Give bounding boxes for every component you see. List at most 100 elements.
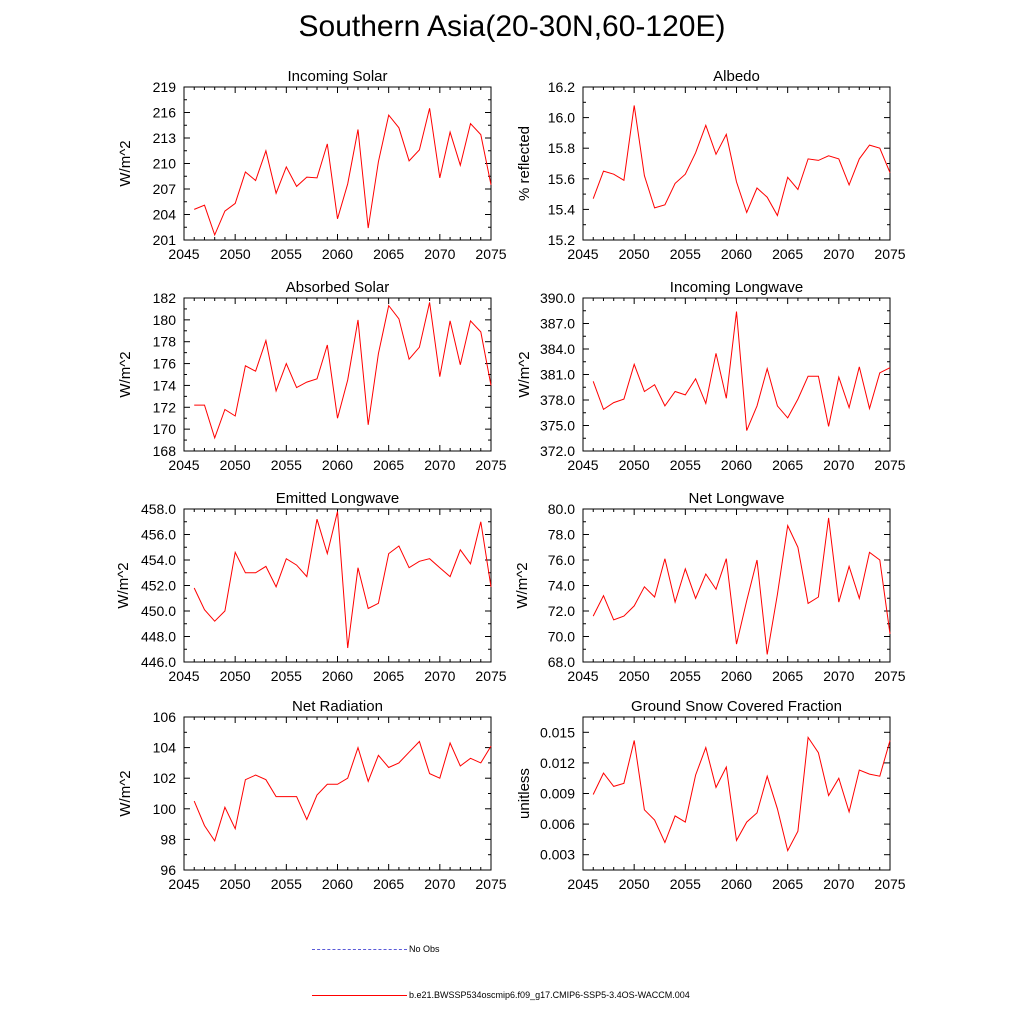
- y-tick-label: 210: [153, 156, 177, 172]
- y-tick-label: 0.009: [540, 786, 575, 802]
- x-tick-label: 2055: [670, 246, 701, 262]
- y-tick-label: 176: [153, 356, 177, 372]
- y-tick-label: 180: [153, 312, 177, 328]
- panel-title: Absorbed Solar: [286, 279, 389, 296]
- x-tick-label: 2055: [670, 457, 701, 473]
- y-tick-label: 458.0: [141, 501, 176, 517]
- plot-frame: [582, 86, 891, 241]
- y-tick-label: 454.0: [141, 552, 176, 568]
- y-axis-label: unitless: [516, 768, 533, 819]
- panel-emitted-longwave: 2045 2050 2055 2060 2065 2070 2075 446.0 448.0 45…: [115, 490, 507, 684]
- x-tick-label: 2055: [670, 668, 701, 684]
- y-tick-label: 72.0: [548, 603, 575, 619]
- y-tick-label: 100: [153, 801, 177, 817]
- y-axis-label: W/m^2: [117, 351, 134, 397]
- x-tick-label: 2070: [823, 246, 854, 262]
- y-tick-label: 102: [153, 770, 177, 786]
- series-line: [592, 105, 891, 217]
- y-tick-label: 80.0: [548, 501, 575, 517]
- y-tick-label: 207: [153, 181, 177, 197]
- x-tick-label: 2070: [424, 876, 455, 892]
- x-tick-label: 2075: [874, 457, 905, 473]
- panel-title: Net Longwave: [689, 490, 785, 507]
- plot-frame: [582, 297, 891, 452]
- x-tick-label: 2065: [373, 668, 404, 684]
- x-tick-label: 2065: [772, 668, 803, 684]
- x-tick-label: 2050: [619, 668, 650, 684]
- panel-title: Emitted Longwave: [276, 490, 399, 507]
- y-tick-label: 15.2: [548, 232, 575, 248]
- x-tick-label: 2055: [271, 668, 302, 684]
- x-tick-label: 2070: [823, 668, 854, 684]
- y-tick-label: 216: [153, 105, 177, 121]
- y-tick-label: 375.0: [540, 418, 575, 434]
- series-line: [592, 311, 891, 431]
- x-tick-label: 2050: [619, 457, 650, 473]
- x-tick-label: 2045: [168, 457, 199, 473]
- y-tick-label: 384.0: [540, 341, 575, 357]
- x-tick-label: 2050: [619, 246, 650, 262]
- y-tick-label: 172: [153, 399, 177, 415]
- series-line: [193, 511, 492, 649]
- y-tick-label: 96: [160, 862, 176, 878]
- y-tick-label: 372.0: [540, 443, 575, 459]
- y-tick-label: 68.0: [548, 654, 575, 670]
- x-tick-label: 2075: [874, 246, 905, 262]
- y-tick-label: 381.0: [540, 367, 575, 383]
- x-tick-label: 2060: [322, 246, 353, 262]
- x-tick-label: 2055: [271, 246, 302, 262]
- y-tick-label: 15.4: [548, 201, 575, 217]
- y-tick-label: 182: [153, 290, 177, 306]
- x-tick-label: 2060: [721, 246, 752, 262]
- x-tick-label: 2075: [874, 876, 905, 892]
- y-tick-label: 452.0: [141, 578, 176, 594]
- plot-frame: [183, 297, 492, 452]
- y-tick-label: 104: [153, 740, 177, 756]
- panel-net-longwave: 2045 2050 2055 2060 2065 2070 2075 68.0 70.0 72.0…: [514, 490, 906, 684]
- series-line: [193, 740, 492, 843]
- y-tick-label: 201: [153, 232, 177, 248]
- y-tick-label: 98: [160, 831, 176, 847]
- panel-incoming-longwave: 2045 2050 2055 2060 2065 2070 2075 372.0 375.0 37…: [516, 279, 906, 473]
- x-tick-label: 2045: [567, 246, 598, 262]
- y-tick-label: 16.2: [548, 79, 575, 95]
- x-tick-label: 2050: [220, 246, 251, 262]
- panel-title: Incoming Solar: [287, 68, 387, 85]
- panel-albedo: 2045 2050 2055 2060 2065 2070 2075 15.2 15.4 15.6…: [516, 68, 906, 262]
- y-tick-label: 0.006: [540, 816, 575, 832]
- y-tick-label: 378.0: [540, 392, 575, 408]
- x-tick-label: 2065: [373, 876, 404, 892]
- y-axis-label: % reflected: [516, 126, 533, 201]
- x-tick-label: 2070: [424, 246, 455, 262]
- y-tick-label: 178: [153, 334, 177, 350]
- y-tick-label: 15.6: [548, 171, 575, 187]
- y-tick-label: 213: [153, 130, 177, 146]
- panel-net-radiation: 2045 2050 2055 2060 2065 2070 2075 96 98 100 102 10…: [117, 698, 507, 892]
- plot-frame: [183, 716, 492, 871]
- x-tick-label: 2045: [168, 876, 199, 892]
- x-tick-label: 2050: [220, 876, 251, 892]
- x-tick-label: 2070: [823, 457, 854, 473]
- y-tick-label: 446.0: [141, 654, 176, 670]
- panel-ground-snow-covered-fraction: 2045 2050 2055 2060 2065 2070 2075 0.003 0.006 0.…: [516, 698, 906, 892]
- y-axis-label: W/m^2: [115, 562, 132, 608]
- y-tick-label: 0.003: [540, 847, 575, 863]
- x-tick-label: 2045: [168, 246, 199, 262]
- series-line: [592, 735, 891, 852]
- x-tick-label: 2075: [874, 668, 905, 684]
- y-tick-label: 450.0: [141, 603, 176, 619]
- x-tick-label: 2070: [424, 668, 455, 684]
- y-tick-label: 219: [153, 79, 177, 95]
- plot-frame: [183, 508, 492, 663]
- y-tick-label: 390.0: [540, 290, 575, 306]
- series-line: [194, 108, 492, 237]
- y-axis-label: W/m^2: [117, 140, 134, 186]
- x-tick-label: 2060: [721, 876, 752, 892]
- y-tick-label: 76.0: [548, 552, 575, 568]
- y-tick-label: 170: [153, 421, 177, 437]
- y-tick-label: 16.0: [548, 110, 575, 126]
- series-line: [592, 517, 891, 655]
- y-tick-label: 204: [153, 207, 177, 223]
- panel-title: Incoming Longwave: [670, 279, 803, 296]
- x-tick-label: 2075: [475, 246, 506, 262]
